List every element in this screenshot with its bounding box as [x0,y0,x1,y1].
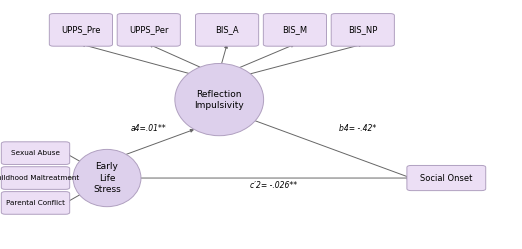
Text: BIS_A: BIS_A [215,25,239,34]
Text: Parental Conflict: Parental Conflict [6,200,65,206]
Text: a4=.01**: a4=.01** [131,124,167,133]
Text: b4= -.42*: b4= -.42* [339,124,376,133]
FancyBboxPatch shape [407,166,485,191]
FancyBboxPatch shape [2,192,69,214]
Text: Childhood Maltreatment: Childhood Maltreatment [0,175,79,181]
FancyBboxPatch shape [2,142,69,164]
Text: c′2= -.026**: c′2= -.026** [251,181,298,190]
FancyBboxPatch shape [117,13,181,46]
Text: BIS_M: BIS_M [282,25,307,34]
Text: Reflection
Impulsivity: Reflection Impulsivity [194,90,244,110]
Text: Social Onset: Social Onset [420,174,472,183]
Text: Sexual Abuse: Sexual Abuse [11,150,60,156]
Text: Early
Life
Stress: Early Life Stress [93,162,121,194]
Text: BIS_NP: BIS_NP [348,25,377,34]
Text: UPPS_Per: UPPS_Per [129,25,169,34]
Ellipse shape [73,149,141,207]
FancyBboxPatch shape [195,13,259,46]
FancyBboxPatch shape [2,167,69,189]
FancyBboxPatch shape [263,13,327,46]
Ellipse shape [175,63,264,136]
FancyBboxPatch shape [331,13,395,46]
Text: UPPS_Pre: UPPS_Pre [61,25,101,34]
FancyBboxPatch shape [49,13,113,46]
